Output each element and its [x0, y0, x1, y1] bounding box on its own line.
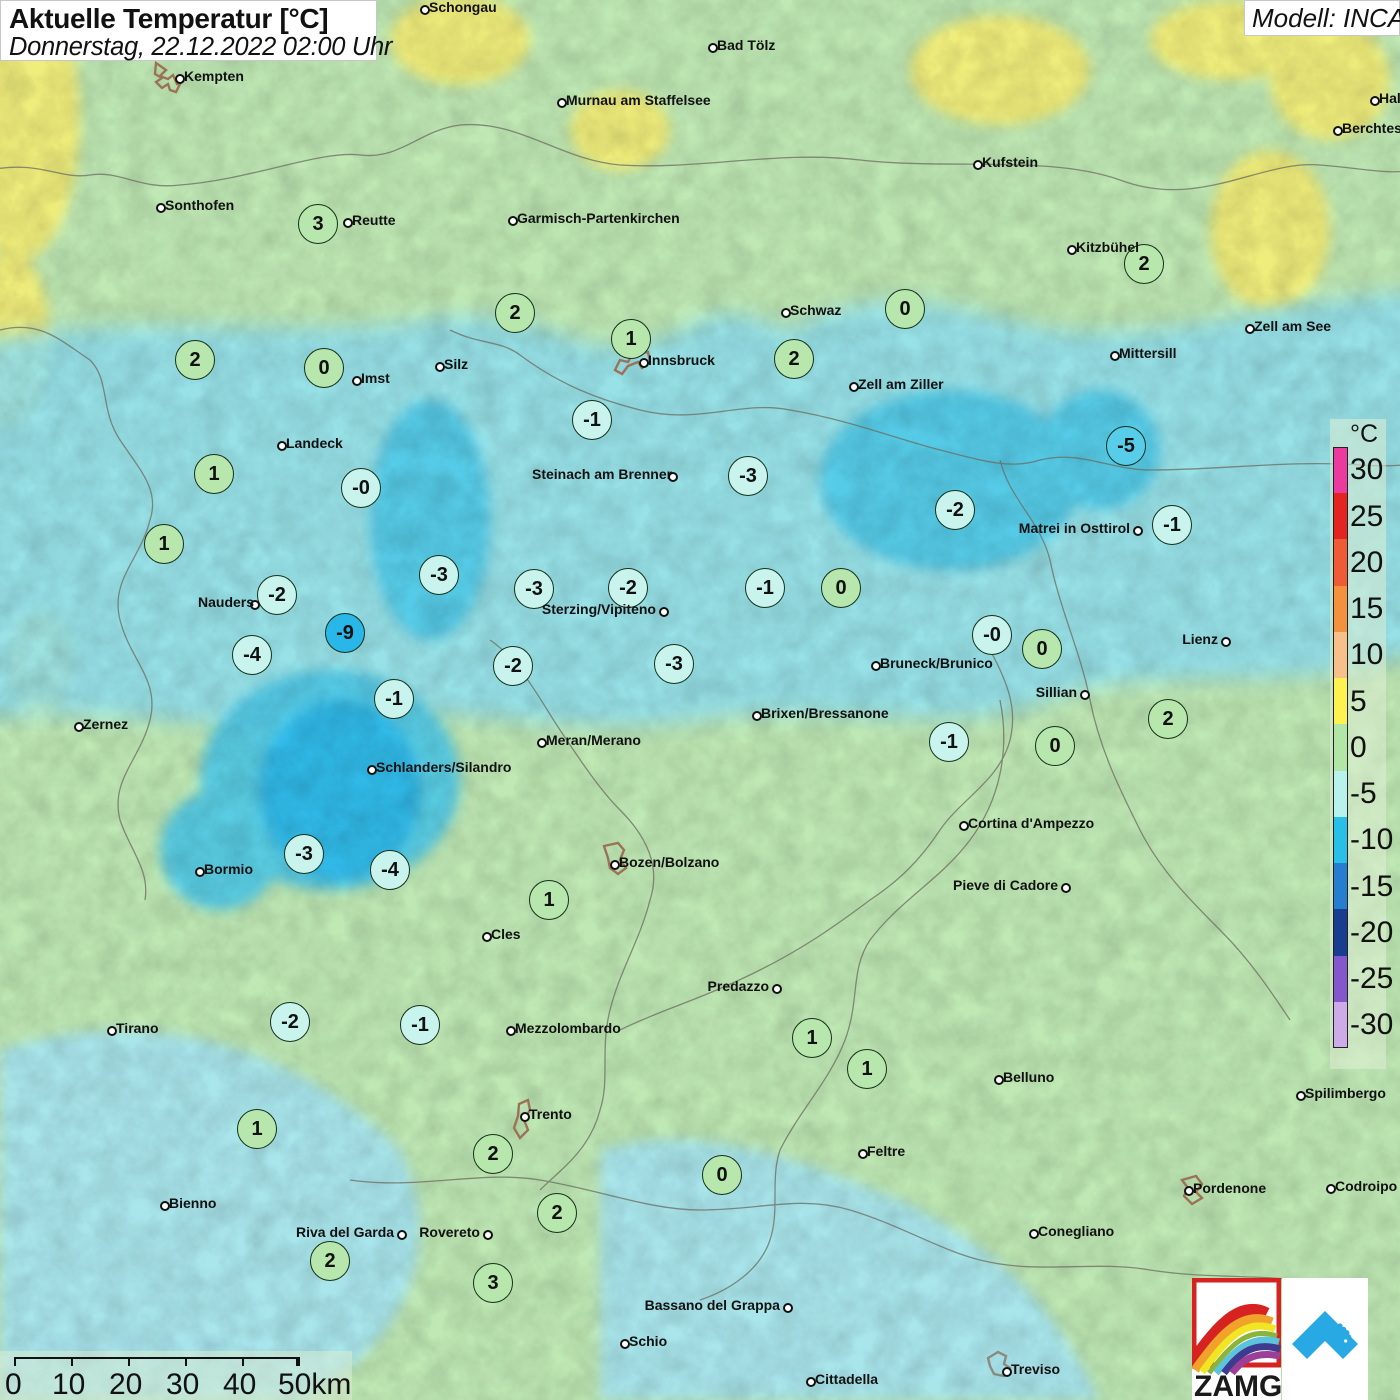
- svg-text:ZAMG: ZAMG: [1194, 1370, 1281, 1400]
